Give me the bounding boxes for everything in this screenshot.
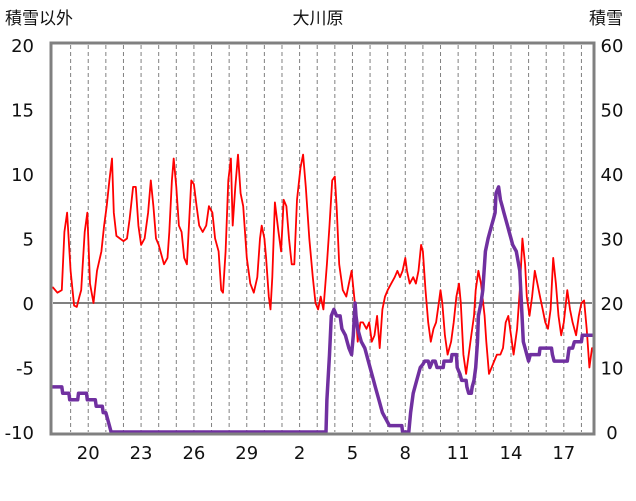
- temperature-series-line: [52, 153, 593, 375]
- x-tick-label: 29: [235, 443, 258, 464]
- plot-frame: [49, 41, 596, 436]
- right-tick-label: 0: [606, 423, 617, 444]
- right-tick-label: 30: [601, 230, 624, 251]
- right-axis-label: 積雪: [589, 9, 623, 29]
- right-tick-label: 20: [601, 294, 624, 315]
- left-tick-label: -5: [16, 359, 34, 380]
- chart-title: 大川原: [293, 9, 344, 29]
- left-tick-label: 5: [23, 230, 34, 251]
- x-tick-label: 2: [294, 443, 305, 464]
- x-tick-label: 11: [447, 443, 470, 464]
- vertical-grid: [70, 45, 582, 432]
- left-tick-label: 15: [11, 101, 34, 122]
- x-axis-ticks: 20 23 26 29 2 5 8 11 14 17: [77, 443, 575, 464]
- x-tick-label: 8: [400, 443, 411, 464]
- left-tick-label: -10: [5, 423, 34, 444]
- x-tick-label: 17: [552, 443, 575, 464]
- x-tick-label: 20: [77, 443, 100, 464]
- x-tick-label: 26: [182, 443, 205, 464]
- left-tick-label: 0: [23, 294, 34, 315]
- x-tick-label: 14: [500, 443, 523, 464]
- left-axis-label: 積雪以外: [5, 9, 73, 29]
- x-tick-label: 5: [347, 443, 358, 464]
- x-tick-label: 23: [130, 443, 153, 464]
- left-tick-label: 10: [11, 165, 34, 186]
- series-lines: [51, 153, 594, 434]
- right-tick-label: 40: [601, 165, 624, 186]
- right-tick-label: 50: [601, 101, 624, 122]
- right-axis-ticks: 0 10 20 30 40 50 60: [601, 36, 624, 444]
- left-tick-label: 20: [11, 36, 34, 57]
- right-tick-label: 10: [601, 359, 624, 380]
- left-axis-ticks: -10 -5 0 5 10 15 20: [5, 36, 34, 444]
- snow-depth-series-line: [51, 185, 594, 434]
- right-tick-label: 60: [601, 36, 624, 57]
